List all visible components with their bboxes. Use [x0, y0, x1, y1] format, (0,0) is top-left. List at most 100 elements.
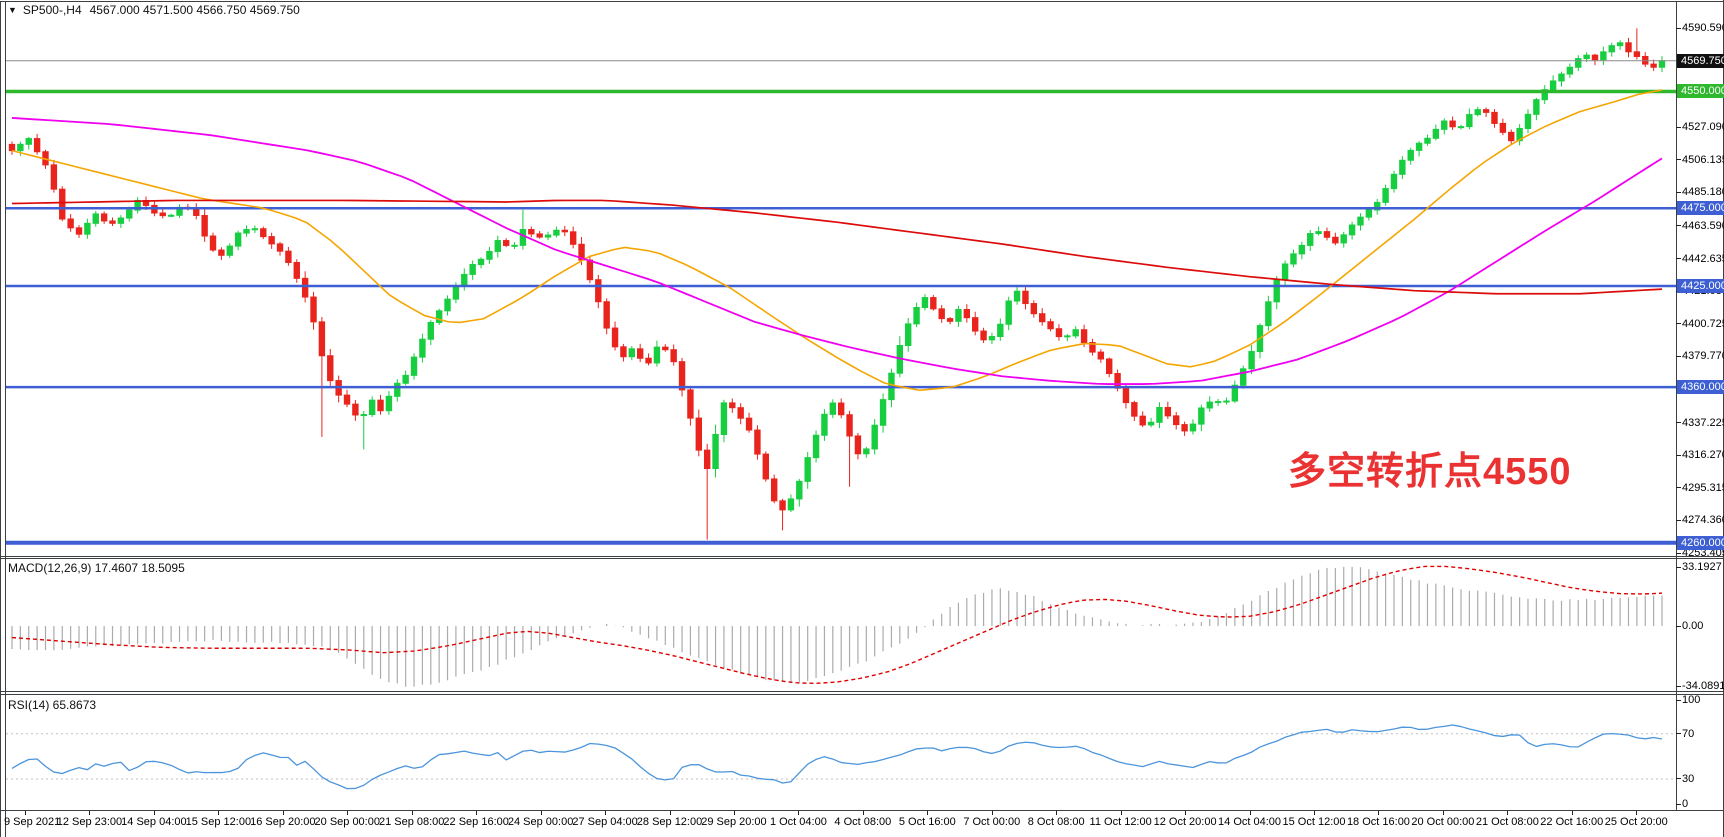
candle-down: [352, 403, 359, 416]
candle-down: [502, 240, 510, 246]
candle-down: [109, 220, 116, 224]
candle-down: [1650, 63, 1657, 68]
candle-up: [226, 245, 233, 256]
candle-up: [1474, 109, 1481, 116]
candle-up: [25, 138, 32, 145]
candle-down: [603, 301, 610, 329]
candle-down: [67, 218, 74, 229]
candle-down: [1055, 328, 1063, 338]
candle-up: [1265, 301, 1272, 327]
candle-up: [1583, 54, 1590, 60]
candle-down: [1173, 415, 1180, 426]
macd-signal-line: [11, 565, 1663, 685]
candle-up: [1290, 253, 1297, 265]
candle-down: [837, 402, 845, 416]
candle-up: [1457, 126, 1465, 129]
candle-up: [251, 228, 259, 231]
candle-down: [963, 308, 971, 319]
candle-down: [209, 235, 217, 251]
candle-up: [519, 229, 527, 246]
candle-up: [469, 264, 476, 275]
candle-up: [1382, 188, 1389, 203]
candle-up: [1399, 159, 1406, 175]
candle-down: [201, 214, 208, 237]
candle-up: [1524, 113, 1532, 129]
candle-down: [636, 348, 644, 359]
candle-down: [779, 500, 786, 511]
candle-up: [243, 229, 250, 234]
candle-down: [846, 414, 853, 437]
candle-up: [1281, 263, 1289, 281]
candle-up: [477, 258, 485, 266]
candle-down: [1332, 236, 1339, 244]
candle-up: [904, 323, 912, 347]
candle-up: [720, 402, 728, 435]
candle-up: [863, 448, 870, 455]
candle-down: [33, 138, 41, 153]
candle-up: [1558, 73, 1565, 82]
candle-up: [796, 480, 803, 500]
ma-mid-magenta: [11, 117, 1663, 385]
candle-up: [712, 433, 719, 470]
candle-down: [930, 297, 937, 310]
candle-up: [167, 214, 175, 217]
candle-down: [1097, 351, 1105, 360]
candle-down: [343, 394, 351, 405]
candle-up: [234, 232, 242, 247]
candle-up: [1549, 80, 1557, 91]
ma-fast-orange: [11, 89, 1663, 392]
candle-up: [1424, 137, 1431, 144]
candle-up: [1432, 128, 1440, 139]
candle-down: [159, 212, 166, 217]
candle-down: [971, 317, 979, 332]
candle-down: [762, 453, 770, 480]
candle-up: [486, 250, 493, 260]
candle-up: [1013, 290, 1021, 302]
candle-down: [1482, 109, 1490, 113]
candle-up: [1365, 209, 1373, 218]
candle-down: [703, 449, 711, 470]
candle-down: [586, 259, 594, 281]
candle-down: [687, 389, 694, 419]
candle-up: [394, 382, 401, 397]
candle-up: [1390, 173, 1398, 190]
candle-up: [452, 285, 460, 300]
candle-up: [1231, 384, 1239, 402]
candle-up: [126, 209, 133, 219]
candle-up: [921, 297, 929, 309]
candle-down: [1022, 290, 1029, 305]
candle-up: [1072, 329, 1079, 337]
candle-up: [1348, 224, 1356, 236]
candle-down: [1047, 321, 1054, 330]
candle-down: [59, 188, 66, 220]
candle-down: [75, 227, 83, 235]
candle-up: [787, 498, 795, 511]
candle-down: [1591, 54, 1599, 61]
candle-down: [8, 143, 16, 152]
candle-down: [938, 308, 945, 320]
candle-down: [536, 233, 543, 238]
candle-down: [1633, 51, 1641, 57]
candle-down: [670, 349, 677, 363]
candle-up: [419, 338, 426, 358]
candle-down: [770, 478, 778, 502]
candle-up: [1198, 407, 1205, 425]
candle-up: [1240, 368, 1247, 386]
ma-slow-red: [11, 199, 1663, 295]
candle-down: [1508, 131, 1515, 142]
collapse-ohlc-icon[interactable]: ▼: [8, 5, 17, 15]
candle-down: [678, 361, 686, 391]
candle-down: [1491, 111, 1498, 124]
candle-up: [1307, 233, 1314, 246]
candle-down: [1625, 42, 1632, 53]
candle-up: [1415, 142, 1423, 151]
candle-up: [955, 308, 962, 322]
candle-up: [117, 217, 125, 224]
candle-down: [276, 243, 284, 252]
candle-down: [50, 164, 58, 190]
candle-up: [804, 457, 811, 482]
candle-up: [628, 348, 635, 358]
candle-down: [1080, 329, 1088, 344]
candle-up: [410, 356, 418, 376]
